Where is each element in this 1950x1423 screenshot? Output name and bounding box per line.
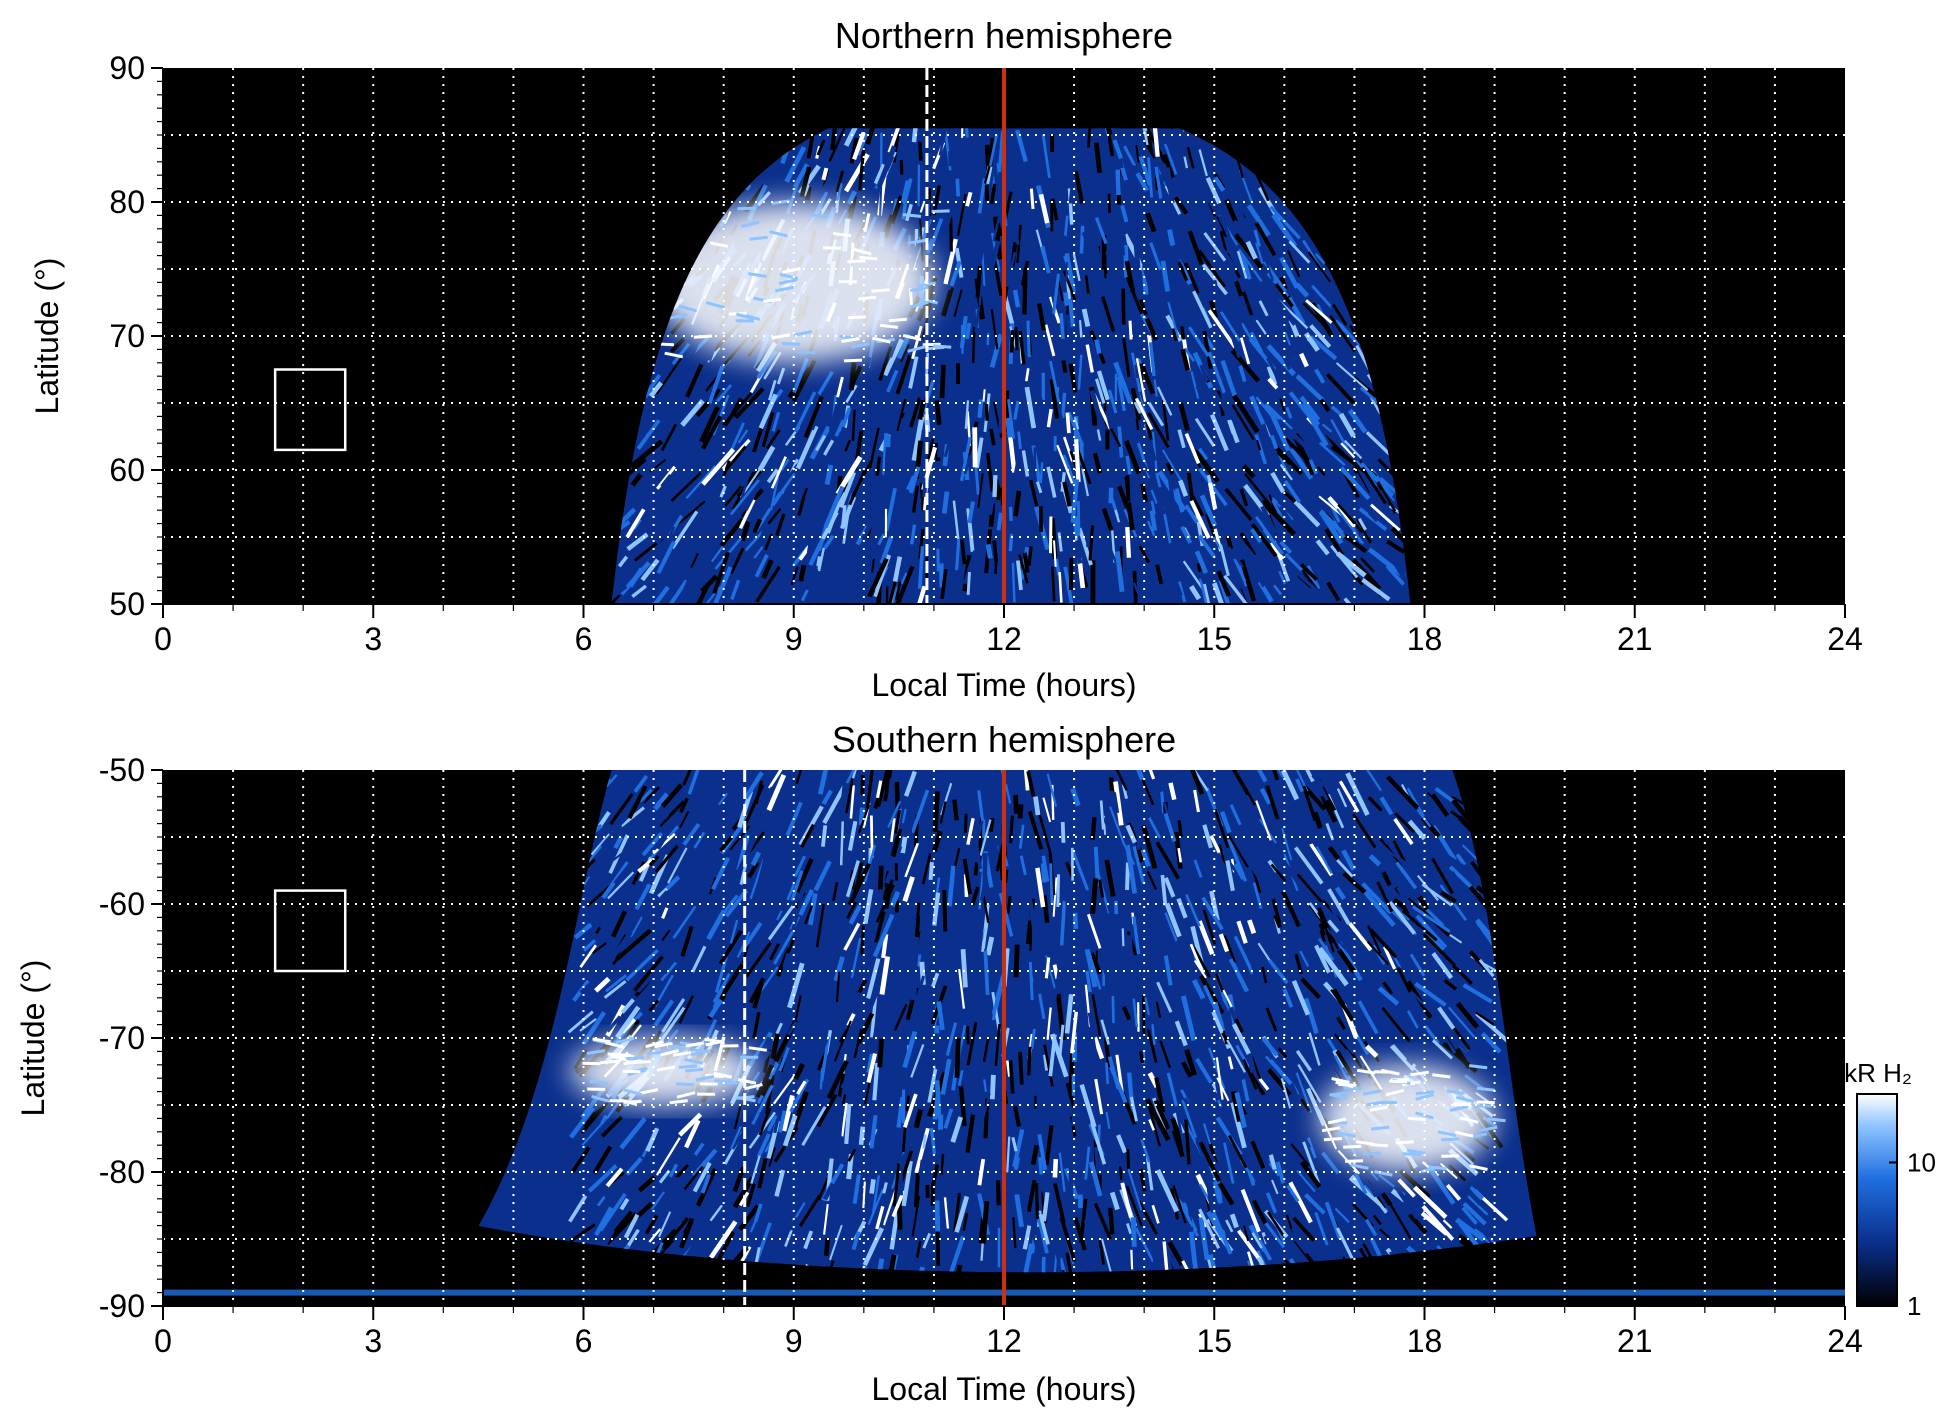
x-tick-label: 9 xyxy=(785,1323,803,1359)
southern-xlabel: Local Time (hours) xyxy=(872,1371,1137,1407)
x-tick-label: 21 xyxy=(1617,621,1653,657)
x-tick-label: 24 xyxy=(1827,1323,1863,1359)
y-tick-label: -80 xyxy=(99,1154,145,1190)
x-tick-label: 0 xyxy=(154,1323,172,1359)
southern-annotations xyxy=(273,770,1006,1306)
x-tick-label: 3 xyxy=(364,621,382,657)
y-tick-label: 70 xyxy=(109,318,145,354)
colorbar-scale xyxy=(1856,1093,1898,1307)
y-tick-label: -70 xyxy=(99,1020,145,1056)
x-tick-label: 6 xyxy=(575,621,593,657)
southern-emission xyxy=(163,770,1845,1296)
y-tick-label: 80 xyxy=(109,184,145,220)
southern-panel: -50 -60 -70 -80 -900 3 6 9 12 15 18 21 24 Southern h… xyxy=(15,719,1863,1407)
x-tick-label: 15 xyxy=(1196,621,1232,657)
x-tick-label: 3 xyxy=(364,1323,382,1359)
southern-axes: -50 -60 -70 -80 -900 3 6 9 12 15 18 21 24 xyxy=(99,752,1863,1359)
southern-emission-region xyxy=(478,770,1537,1273)
northern-xlabel: Local Time (hours) xyxy=(872,667,1137,703)
x-tick-label: 12 xyxy=(986,1323,1022,1359)
y-tick-label: 60 xyxy=(109,452,145,488)
northern-ylabel: Latitude (°) xyxy=(29,258,65,415)
colorbar-tick-label: 10 xyxy=(1907,1147,1936,1177)
northern-panel: 50 60 70 80 90 0 3 6 9 12 15 18 21 24 Northern hemisp… xyxy=(29,15,1863,703)
y-tick-label: -50 xyxy=(99,752,145,788)
x-tick-label: 18 xyxy=(1407,1323,1443,1359)
southern-ylabel: Latitude (°) xyxy=(15,960,51,1117)
x-tick-label: 15 xyxy=(1196,1323,1232,1359)
x-tick-label: 9 xyxy=(785,621,803,657)
y-tick-label: -60 xyxy=(99,886,145,922)
northern-title: Northern hemisphere xyxy=(835,15,1173,56)
x-tick-label: 18 xyxy=(1407,621,1443,657)
northern-annotations xyxy=(273,68,1006,604)
reference-box xyxy=(273,368,347,452)
colorbar-tick-label: 1 xyxy=(1907,1291,1921,1321)
colorbar-label: kR H₂ xyxy=(1844,1058,1912,1088)
x-tick-label: 21 xyxy=(1617,1323,1653,1359)
colorbar: 1 10 kR H₂ xyxy=(1844,1058,1936,1321)
y-tick-label: 90 xyxy=(109,50,145,86)
x-tick-label: 24 xyxy=(1827,621,1863,657)
y-tick-label: -90 xyxy=(99,1288,145,1324)
x-tick-label: 0 xyxy=(154,621,172,657)
northern-axes: 50 60 70 80 90 0 3 6 9 12 15 18 21 24 xyxy=(109,50,1862,657)
reference-box xyxy=(273,889,347,973)
southern-title: Southern hemisphere xyxy=(832,719,1176,760)
colorbar-ticks: 1 10 xyxy=(1889,1147,1936,1321)
y-tick-label: 50 xyxy=(109,586,145,622)
x-tick-label: 6 xyxy=(575,1323,593,1359)
x-tick-label: 12 xyxy=(986,621,1022,657)
